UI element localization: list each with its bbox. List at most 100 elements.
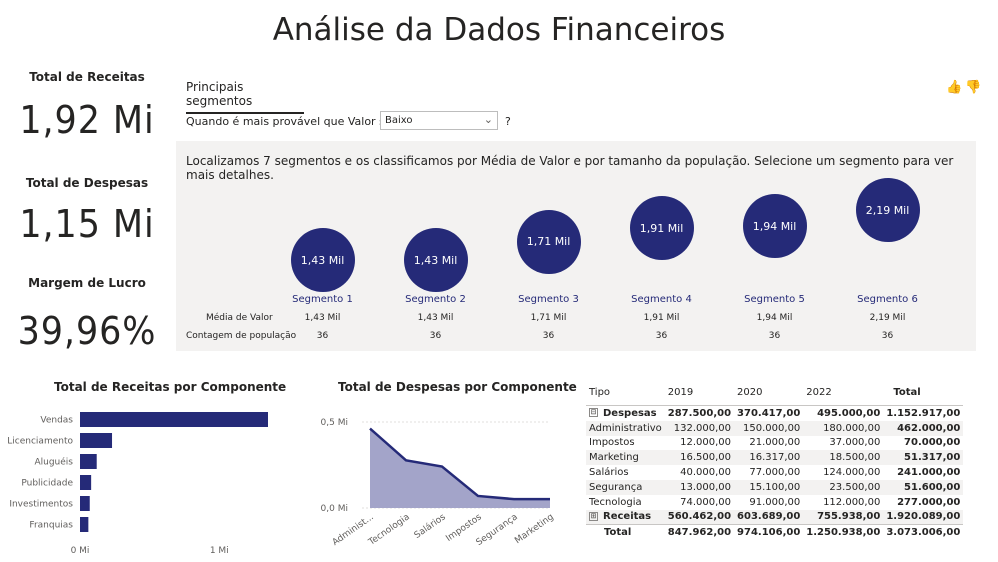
table-cell: 16.500,00 — [664, 450, 735, 466]
despesas-chart-title: Total de Despesas por Componente — [338, 380, 577, 394]
table-cell: 1.152.917,00 — [886, 407, 961, 419]
table-row: Marketing 16.500,00 16.317,00 18.500,00 51.3… — [586, 450, 964, 466]
table-cell: 70.000,00 — [904, 437, 961, 449]
receitas-chart-title: Total de Receitas por Componente — [54, 380, 287, 394]
table-header-row: Tipo 2019 2020 2022 Total — [586, 381, 964, 406]
bar-category-label: Licenciamento — [7, 437, 73, 447]
kpi-margem-value: 39,96% — [17, 309, 157, 353]
table-cell: 18.500,00 — [803, 450, 884, 466]
table-cell: 74.000,00 — [680, 496, 732, 508]
tab-principais-segmentos[interactable]: Principais segmentos — [186, 80, 304, 114]
column-header[interactable]: Total — [883, 381, 964, 406]
bar-category-label: Franquias — [29, 521, 73, 531]
table-cell: 112.000,00 — [823, 496, 881, 508]
table-cell: 37.000,00 — [829, 437, 881, 449]
table-cell: 1.250.938,00 — [803, 524, 884, 541]
segment-bubble[interactable]: 1,94 Mil — [742, 194, 807, 259]
row-name: Impostos — [589, 437, 635, 449]
segment-bubble[interactable]: 2,19 Mil — [855, 178, 920, 242]
segment-count: 36 — [881, 331, 894, 341]
segment-mean: 1,71 Mil — [530, 313, 567, 323]
bar[interactable] — [80, 475, 92, 490]
segment-count: 36 — [768, 331, 781, 341]
thumbs-up-icon[interactable]: 👍 — [946, 80, 963, 95]
kpi-total-receitas-label: Total de Receitas — [29, 70, 145, 84]
table-row: ⊞ Receitas 560.462,00 603.689,00 755.938,00 1… — [586, 509, 964, 525]
bar[interactable] — [80, 412, 268, 427]
table-cell: 847.962,00 — [664, 524, 735, 541]
table-row: Tecnologia 74.000,00 91.000,00 112.000,00 27… — [586, 495, 963, 510]
table-cell: 3.073.006,00 — [883, 524, 964, 541]
column-header[interactable]: Tipo — [586, 381, 665, 406]
value-dropdown[interactable]: Baixo ⌄ — [380, 111, 498, 130]
collapse-icon[interactable]: ⊟ — [589, 408, 598, 418]
segment-name[interactable]: Segmento 6 — [857, 294, 918, 305]
table-cell: 495.000,00 — [817, 407, 881, 419]
segment-bubble[interactable]: 1,43 Mil — [290, 228, 355, 292]
row-name: Salários — [589, 467, 629, 479]
table-cell: 150.000,00 — [734, 420, 804, 436]
segment-name[interactable]: Segmento 2 — [405, 294, 466, 305]
segments-description: Localizamos 7 segmentos e os classificam… — [186, 154, 954, 182]
segment-name[interactable]: Segmento 1 — [292, 294, 353, 305]
segment-count: 36 — [542, 331, 555, 341]
kpi-total-despesas-label: Total de Despesas — [25, 176, 149, 190]
table-cell: 603.689,00 — [734, 509, 804, 525]
table-cell: 51.600,00 — [883, 479, 964, 495]
table-row: ⊟ Despesas 287.500,00 370.417,00 495.000,00 1… — [586, 406, 963, 421]
x-tick-label: 1 Mi — [210, 546, 229, 556]
series-line[interactable] — [369, 427, 551, 501]
table-cell: 370.417,00 — [737, 407, 801, 419]
table-cell: 1.920.089,00 — [883, 509, 964, 525]
table-cell: 277.000,00 — [897, 496, 961, 508]
row-label-count: Contagem de população — [186, 331, 297, 341]
column-header[interactable]: 2022 — [803, 381, 884, 406]
row-name: Tecnologia — [589, 496, 642, 508]
bar-category-label: Vendas — [40, 416, 73, 426]
table-cell: 124.000,00 — [823, 467, 881, 479]
bar[interactable] — [80, 517, 89, 532]
row-label-mean: Média de Valor — [206, 313, 273, 323]
table-cell: 180.000,00 — [803, 420, 884, 436]
segment-count: 36 — [316, 331, 329, 341]
segment-name[interactable]: Segmento 4 — [631, 294, 692, 305]
table-cell: 51.317,00 — [883, 450, 964, 466]
column-header[interactable]: 2020 — [734, 381, 804, 406]
segment-mean: 1,43 Mil — [304, 313, 341, 323]
chevron-down-icon: ⌄ — [483, 113, 493, 126]
receitas-bar-chart: Vendas Licenciamento Aluguéis Publicidade In… — [7, 412, 268, 556]
question-mark: ? — [505, 115, 511, 128]
table-row: Administrativo 132.000,00 150.000,00 180.00… — [586, 420, 964, 436]
expand-icon[interactable]: ⊞ — [589, 511, 598, 521]
thumbs-down-icon[interactable]: 👎 — [965, 80, 982, 95]
segment-name[interactable]: Segmento 5 — [744, 294, 805, 305]
segment-bubble[interactable]: 1,71 Mil — [516, 209, 581, 274]
bar[interactable] — [80, 454, 97, 469]
segment-bubble[interactable]: 1,91 Mil — [629, 196, 694, 261]
segment-mean: 1,91 Mil — [643, 313, 680, 323]
bar[interactable] — [80, 433, 113, 448]
table-cell: 23.500,00 — [803, 479, 884, 495]
segment-mean: 1,43 Mil — [417, 313, 454, 323]
row-name: Despesas — [603, 407, 657, 419]
table-row: Salários 40.000,00 77.000,00 124.000,00 241.… — [586, 465, 963, 480]
column-header[interactable]: 2019 — [664, 381, 735, 406]
row-name: Segurança — [589, 481, 643, 493]
table-cell: 77.000,00 — [749, 467, 801, 479]
table-cell: 560.462,00 — [664, 509, 735, 525]
table-cell: 15.100,00 — [734, 479, 804, 495]
row-name: Marketing — [589, 452, 639, 464]
table-row: Impostos 12.000,00 21.000,00 37.000,00 70.00… — [586, 436, 963, 451]
value-dropdown-selected: Baixo — [385, 115, 413, 126]
table-cell: 16.317,00 — [734, 450, 804, 466]
kpi-total-receitas-value: 1,92 Mi — [19, 98, 155, 142]
bar[interactable] — [80, 496, 90, 511]
table-cell: 287.500,00 — [667, 407, 732, 419]
table-cell: 12.000,00 — [680, 437, 732, 449]
segment-name[interactable]: Segmento 3 — [518, 294, 579, 305]
segment-bubble[interactable]: 1,43 Mil — [403, 228, 468, 292]
area-fill — [370, 428, 550, 508]
x-tick-label: 0 Mi — [71, 546, 90, 556]
bar-category-label: Publicidade — [21, 479, 73, 489]
